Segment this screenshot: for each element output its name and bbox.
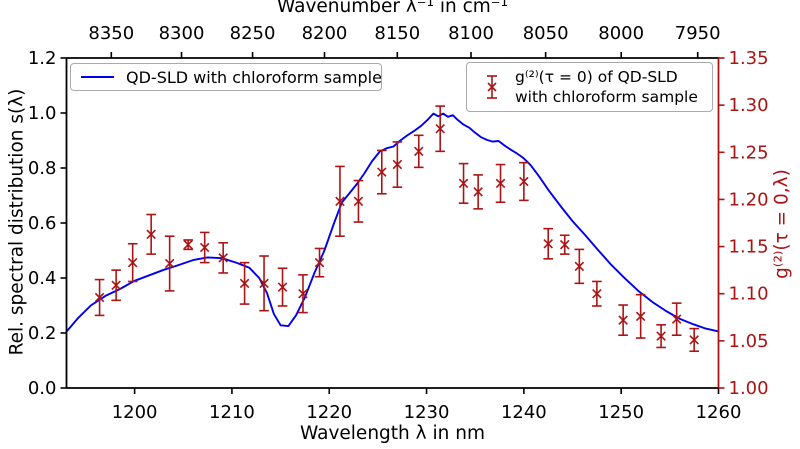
legend-spectral: QD-SLD with chloroform sample [70, 63, 382, 91]
tick-label: 0.4 [28, 268, 57, 289]
tick-label: 1220 [306, 402, 352, 423]
tick-label: 0.2 [28, 323, 57, 344]
y-axis-right-ticks: 1.00 1.05 1.10 1.15 1.20 1.25 1.30 1.35 [718, 48, 769, 399]
tick-label: 1200 [112, 402, 158, 423]
tick-label: 1.15 [729, 237, 769, 258]
bottom-axis-title: Wavelength λ in nm [300, 423, 485, 444]
tick-label: 1250 [598, 402, 644, 423]
legend-spectral-label: QD-SLD with chloroform sample [126, 67, 382, 87]
tick-label: 1260 [696, 402, 742, 423]
tick-label: 1240 [501, 402, 547, 423]
right-axis-title: g⁽²⁾(τ = 0,λ) [771, 169, 793, 279]
tick-label: 0.8 [28, 158, 57, 179]
x-axis-top-ticks: 8350 8300 8250 8200 8150 8100 8050 8000 7950 [88, 23, 721, 58]
tick-label: 8050 [523, 23, 569, 44]
tick-label: 8000 [598, 23, 644, 44]
tick-label: 1.0 [28, 103, 57, 124]
tick-label: 1.25 [729, 142, 769, 163]
tick-label: 8300 [159, 23, 205, 44]
tick-label: 8250 [230, 23, 276, 44]
legend-g2: g⁽²⁾(τ = 0) of QD-SLD with chloroform sa… [466, 62, 713, 112]
tick-label: 8150 [374, 23, 420, 44]
tick-label: 7950 [675, 23, 721, 44]
blue-line-swatch-icon [81, 76, 114, 78]
tick-label: 8350 [88, 23, 134, 44]
left-axis-title: Rel. spectral distribution s(λ) [6, 88, 28, 356]
tick-label: 8200 [302, 23, 348, 44]
tick-label: 1.35 [729, 48, 769, 69]
y-axis-left-ticks: 0.0 0.2 0.4 0.6 0.8 1.0 1.2 [28, 48, 67, 399]
tick-label: 1.00 [729, 378, 769, 399]
top-axis-title: Wavenumber λ⁻¹ in cm⁻¹ [277, 0, 508, 17]
spectral-curve [65, 112, 720, 333]
legend-g2-line2: with chloroform sample [515, 88, 698, 106]
tick-label: 8100 [448, 23, 494, 44]
tick-label: 1.30 [729, 95, 769, 116]
tick-label: 1.2 [28, 48, 57, 69]
errorbar-marker-icon [487, 75, 497, 99]
tick-label: 1230 [404, 402, 450, 423]
g2-errorbar-series [94, 105, 699, 353]
tick-label: 1210 [209, 402, 255, 423]
legend-g2-label: g⁽²⁾(τ = 0) of QD-SLD with chloroform sa… [515, 67, 698, 107]
tick-label: 1.10 [729, 284, 769, 305]
tick-label: 0.0 [28, 378, 57, 399]
x-axis-bottom-ticks: 1200 1210 1220 1230 1240 1250 1260 [112, 388, 742, 423]
tick-label: 1.20 [729, 189, 769, 210]
tick-label: 1.05 [729, 331, 769, 352]
legend-g2-line1: g⁽²⁾(τ = 0) of QD-SLD [515, 68, 678, 86]
tick-label: 0.6 [28, 213, 57, 234]
